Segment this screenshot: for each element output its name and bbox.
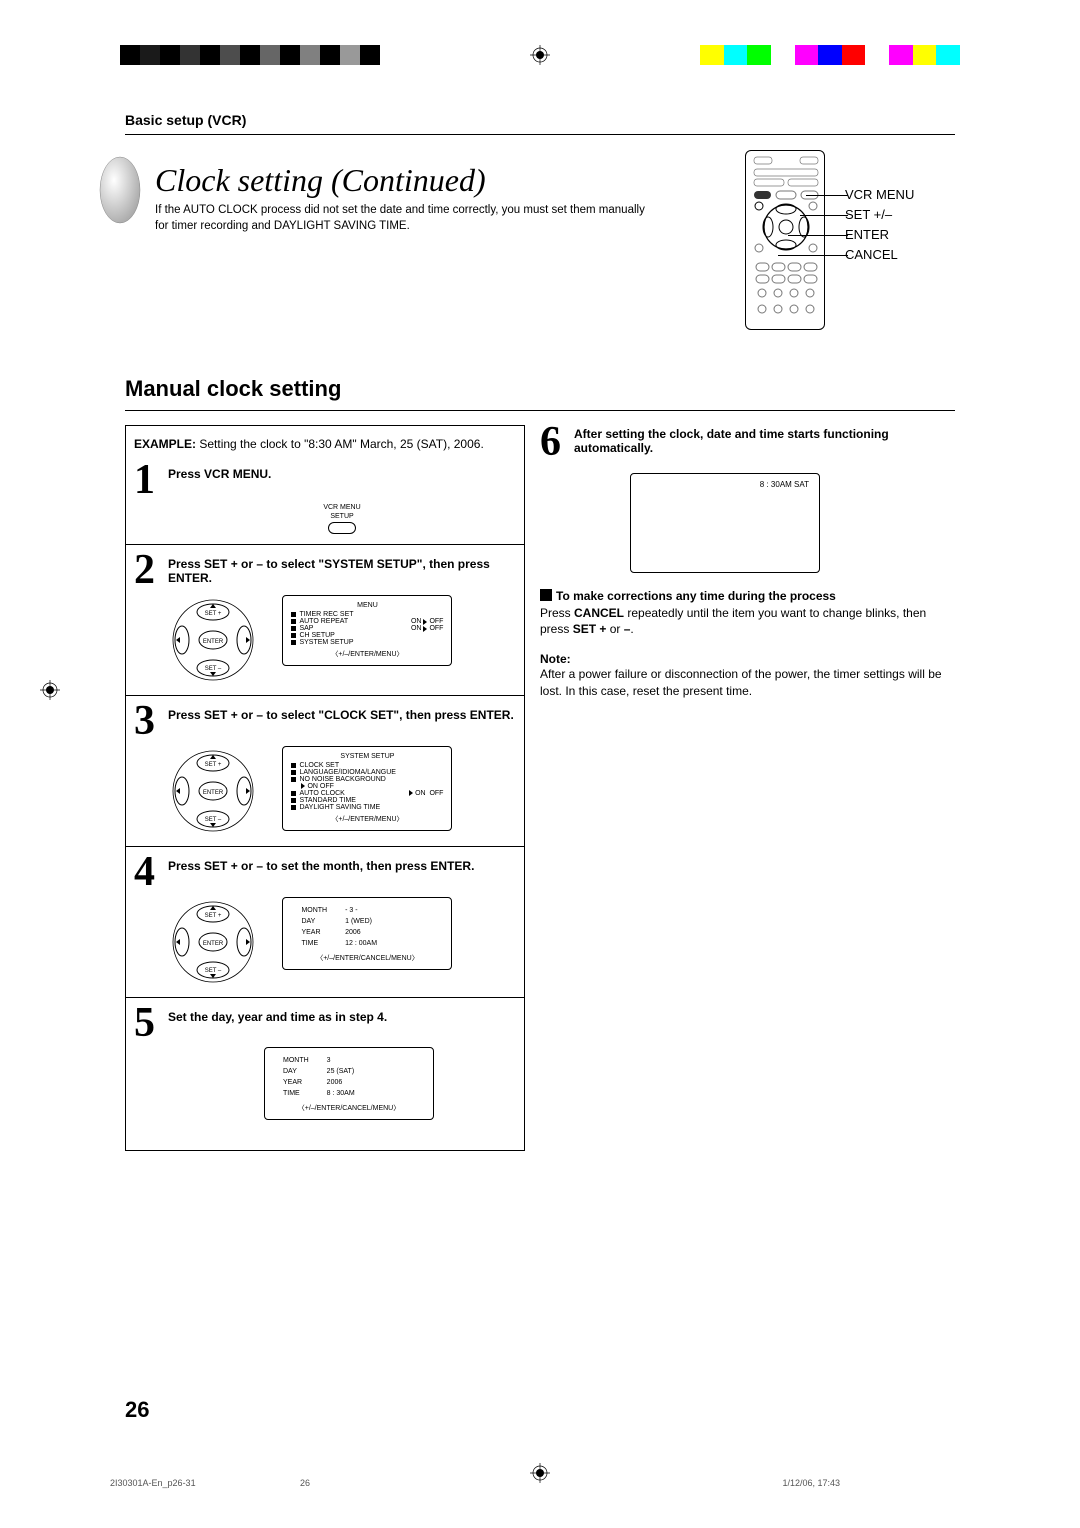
section-header: Basic setup (VCR)	[125, 112, 246, 128]
clock-table: MONTH3 DAY25 (SAT) YEAR2006 TIME8 : 30AM	[273, 1054, 365, 1100]
step-number: 1	[134, 463, 162, 499]
remote-label: SET +/–	[845, 205, 955, 225]
page-title: Clock setting (Continued)	[155, 162, 765, 199]
step-text: After setting the clock, date and time s…	[574, 425, 955, 461]
step-number: 6	[540, 425, 568, 461]
menu-screen: SYSTEM SETUP CLOCK SET LANGUAGE/IDIOMA/L…	[282, 746, 452, 831]
svg-text:SET +: SET +	[205, 913, 222, 919]
step-number: 2	[134, 553, 162, 589]
dpad-illustration: SET + SET – ENTER	[168, 746, 258, 836]
remote-label: ENTER	[845, 225, 955, 245]
remote-label: CANCEL	[845, 245, 955, 265]
clock-set-screen: MONTH- 3 - DAY1 (WED) YEAR2006 TIME12 : …	[282, 897, 452, 970]
svg-text:SET +: SET +	[205, 611, 222, 617]
note-heading: Note:	[540, 652, 955, 666]
example-line: EXAMPLE: Setting the clock to "8:30 AM" …	[134, 436, 516, 453]
step-1: 1 Press VCR MENU.	[134, 463, 516, 499]
callout-line	[800, 215, 848, 216]
example-text: Setting the clock to "8:30 AM" March, 25…	[199, 437, 483, 451]
step-text: Press VCR MENU.	[168, 463, 271, 499]
step-text: Press SET + or – to select "CLOCK SET", …	[168, 704, 514, 740]
subtitle: Manual clock setting	[125, 376, 341, 402]
intro-text: If the AUTO CLOCK process did not set th…	[155, 203, 655, 234]
page-number: 26	[125, 1397, 149, 1423]
step-divider	[126, 695, 524, 696]
svg-text:SET –: SET –	[205, 666, 222, 672]
step-text: Set the day, year and time as in step 4.	[168, 1006, 387, 1042]
registration-color-bar	[700, 45, 960, 65]
step-2: 2 Press SET + or – to select "SYSTEM SET…	[134, 553, 516, 589]
step-divider	[126, 997, 524, 998]
registration-mark-icon	[530, 45, 550, 65]
registration-bw-bar	[120, 45, 380, 65]
corrections-heading: To make corrections any time during the …	[540, 589, 955, 603]
corrections-body: Press CANCEL repeatedly until the item y…	[540, 605, 955, 639]
step-3: 3 Press SET + or – to select "CLOCK SET"…	[134, 704, 516, 740]
step-number: 4	[134, 855, 162, 891]
svg-text:SET –: SET –	[205, 968, 222, 974]
step-6: 6 After setting the clock, date and time…	[540, 425, 955, 461]
callout-line	[778, 255, 848, 256]
svg-text:ENTER: ENTER	[203, 639, 224, 645]
remote-callout-labels: VCR MENU SET +/– ENTER CANCEL	[845, 185, 955, 266]
step-number: 5	[134, 1006, 162, 1042]
clock-table: MONTH- 3 - DAY1 (WED) YEAR2006 TIME12 : …	[291, 904, 387, 950]
clock-set-screen: MONTH3 DAY25 (SAT) YEAR2006 TIME8 : 30AM…	[264, 1047, 434, 1120]
remote-label: VCR MENU	[845, 185, 955, 205]
registration-mark-icon	[530, 1463, 550, 1483]
dpad-illustration: SET + SET – ENTER	[168, 595, 258, 685]
step-text: Press SET + or – to select "SYSTEM SETUP…	[168, 553, 516, 589]
remote-illustration	[745, 150, 825, 330]
svg-text:SET –: SET –	[205, 817, 222, 823]
step-text: Press SET + or – to set the month, then …	[168, 855, 474, 891]
step-number: 3	[134, 704, 162, 740]
svg-text:SET +: SET +	[205, 762, 222, 768]
note-body: After a power failure or disconnection o…	[540, 666, 955, 700]
subtitle-rule	[125, 410, 955, 411]
step-4: 4 Press SET + or – to set the month, the…	[134, 855, 516, 891]
step-divider	[126, 846, 524, 847]
callout-line	[788, 235, 848, 236]
step-5: 5 Set the day, year and time as in step …	[134, 1006, 516, 1042]
menu-screen: MENU TIMER REC SET AUTO REPEATONOFF SAPO…	[282, 595, 452, 666]
vcr-menu-button-illustration: VCR MENU SETUP	[168, 504, 516, 534]
right-column: 6 After setting the clock, date and time…	[540, 425, 955, 700]
callout-line	[806, 195, 848, 196]
step-divider	[126, 544, 524, 545]
footer-page: 26	[300, 1478, 310, 1488]
svg-text:ENTER: ENTER	[203, 790, 224, 796]
registration-mark-icon	[40, 680, 60, 700]
footer-date: 1/12/06, 17:43	[782, 1478, 840, 1488]
footer-file: 2I30301A-En_p26-31	[110, 1478, 196, 1488]
clock-display-screen: 8 : 30AM SAT	[630, 473, 820, 573]
header-rule	[125, 134, 955, 135]
steps-box: EXAMPLE: Setting the clock to "8:30 AM" …	[125, 425, 525, 1151]
example-label: EXAMPLE:	[134, 437, 196, 451]
dpad-illustration: SET + SET – ENTER	[168, 897, 258, 987]
svg-text:ENTER: ENTER	[203, 941, 224, 947]
